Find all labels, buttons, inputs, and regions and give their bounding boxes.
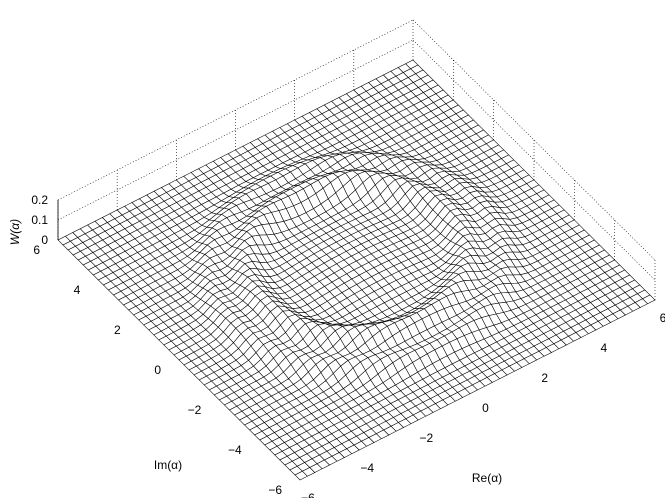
mesh-cell [642,294,656,305]
x-tick-label: 4 [600,341,607,355]
x-tick-label: 6 [660,311,665,325]
x-tick-label: 2 [541,371,548,385]
x-tick-label: −2 [419,431,433,445]
z-axis-label: W(α) [8,219,22,245]
y-tick-label: 0 [154,363,161,377]
grid-line [57,39,414,221]
y-axis-label: Im(α) [154,458,182,472]
axes-box [57,19,656,300]
x-tick-label: −6 [301,491,315,498]
y-tick-label: −6 [268,483,282,497]
z-tick-label: 0.2 [31,193,48,207]
z-tick-label: 0 [41,233,48,247]
y-tick-label: 2 [114,323,121,337]
y-tick-label: 6 [33,243,40,257]
x-tick-label: 0 [482,401,489,415]
surface-mesh [57,59,656,481]
x-tick-label: −4 [360,461,374,475]
z-tick-label: 0.1 [31,213,48,227]
y-tick-label: −2 [188,403,202,417]
x-axis-label: Re(α) [472,471,502,485]
y-tick-label: −4 [228,443,242,457]
y-tick-label: 4 [74,283,81,297]
